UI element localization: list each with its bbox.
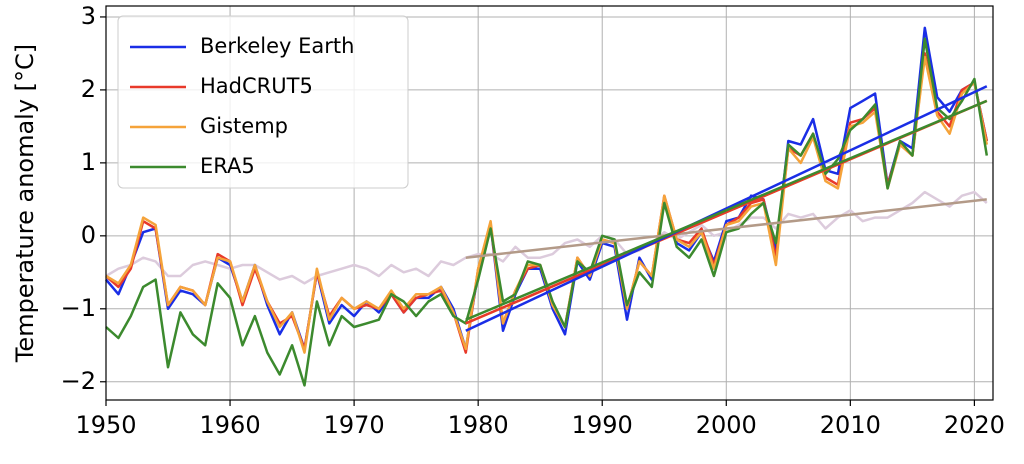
y-tick-label: 2	[81, 75, 96, 103]
background-line	[105, 190, 988, 285]
legend: Berkeley Earth HadCRUT5 Gistemp ERA5	[117, 15, 409, 189]
x-tick-label: 1960	[200, 411, 261, 439]
x-tick-label: 1990	[572, 411, 633, 439]
plot-frame	[105, 5, 994, 401]
legend-label: HadCRUT5	[200, 74, 313, 98]
legend-label: ERA5	[200, 154, 255, 178]
legend-label: Gistemp	[200, 114, 288, 138]
legend-label: Berkeley Earth	[200, 34, 354, 58]
x-tick-label: 2010	[820, 411, 881, 439]
trend-line	[465, 99, 988, 321]
x-tick-label: 2020	[944, 411, 1005, 439]
y-tick-label: −1	[61, 294, 96, 322]
y-tick-label: 0	[81, 221, 96, 249]
y-tick-label: −2	[61, 367, 96, 395]
y-tick-label: 3	[81, 2, 96, 30]
x-tick-label: 1980	[448, 411, 509, 439]
legend-box	[117, 15, 409, 189]
x-tick-label: 2000	[696, 411, 757, 439]
trend-line	[465, 85, 988, 332]
y-tick-label: 1	[81, 148, 96, 176]
y-axis-label: Temperature anomaly [°C]	[11, 44, 39, 363]
x-tick-label: 1970	[324, 411, 385, 439]
trend-line	[465, 198, 987, 259]
x-tick-label: 1950	[75, 411, 136, 439]
